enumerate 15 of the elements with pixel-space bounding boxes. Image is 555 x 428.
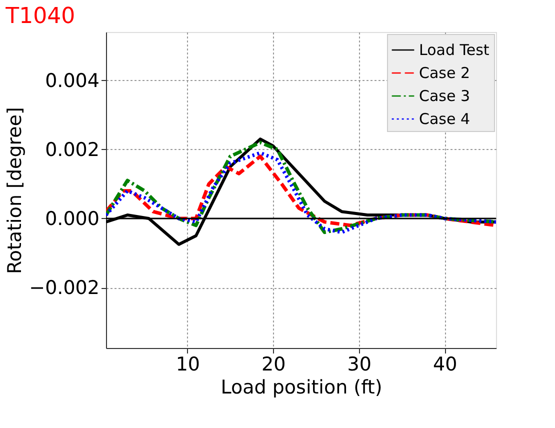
legend-label: Case 4 [419, 110, 470, 128]
chart-title: T1040 [4, 4, 76, 29]
legend-label: Load Test [419, 41, 490, 59]
x-tick-label: 40 [432, 354, 458, 376]
y-tick-label: −0.002 [29, 277, 100, 300]
y-tick-label: 0.000 [45, 208, 100, 230]
x-tick-label: 20 [262, 354, 286, 376]
x-tick-label: 10 [176, 354, 200, 376]
x-tick-label: 30 [347, 354, 372, 376]
y-axis-title: Rotation [degree] [4, 107, 26, 274]
x-axis-title: Load position (ft) [220, 376, 382, 398]
y-tick-label: 0.002 [45, 138, 100, 161]
y-tick-label: 0.004 [45, 70, 100, 92]
legend-label: Case 3 [419, 87, 470, 105]
legend-label: Case 2 [419, 64, 470, 82]
